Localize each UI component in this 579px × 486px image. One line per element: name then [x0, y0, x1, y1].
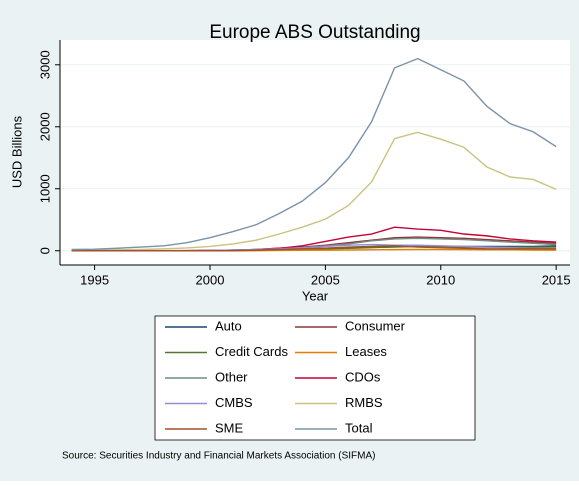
y-tick-label: 1000: [37, 174, 52, 203]
series-line: [71, 245, 557, 252]
y-tick-label: 2000: [37, 112, 52, 141]
legend-label: Auto: [215, 318, 242, 333]
x-axis-label: Year: [302, 288, 329, 303]
legend-label: Credit Cards: [215, 344, 288, 359]
plot-area: [60, 40, 570, 265]
chart-title: Europe ABS Outstanding: [209, 22, 420, 43]
series-line: [71, 131, 557, 252]
x-tick-label: 2005: [311, 272, 340, 287]
x-tick-label: 2010: [426, 272, 455, 287]
x-tick-label: 2015: [542, 272, 571, 287]
legend-label: CDOs: [345, 369, 381, 384]
source-note: Source: Securities Industry and Financia…: [62, 451, 375, 462]
legend-label: CMBS: [215, 395, 253, 410]
y-axis-label: USD Billions: [9, 115, 24, 188]
legend-label: RMBS: [345, 395, 383, 410]
legend-label: SME: [215, 420, 244, 435]
x-tick-label: 2000: [196, 272, 225, 287]
legend-label: Total: [345, 420, 373, 435]
legend-label: Other: [215, 369, 248, 384]
legend-label: Consumer: [345, 318, 406, 333]
y-tick-label: 0: [37, 247, 52, 254]
legend-label: Leases: [345, 344, 387, 359]
series-line: [71, 57, 557, 251]
x-tick-label: 1995: [80, 272, 109, 287]
y-tick-label: 3000: [37, 50, 52, 79]
